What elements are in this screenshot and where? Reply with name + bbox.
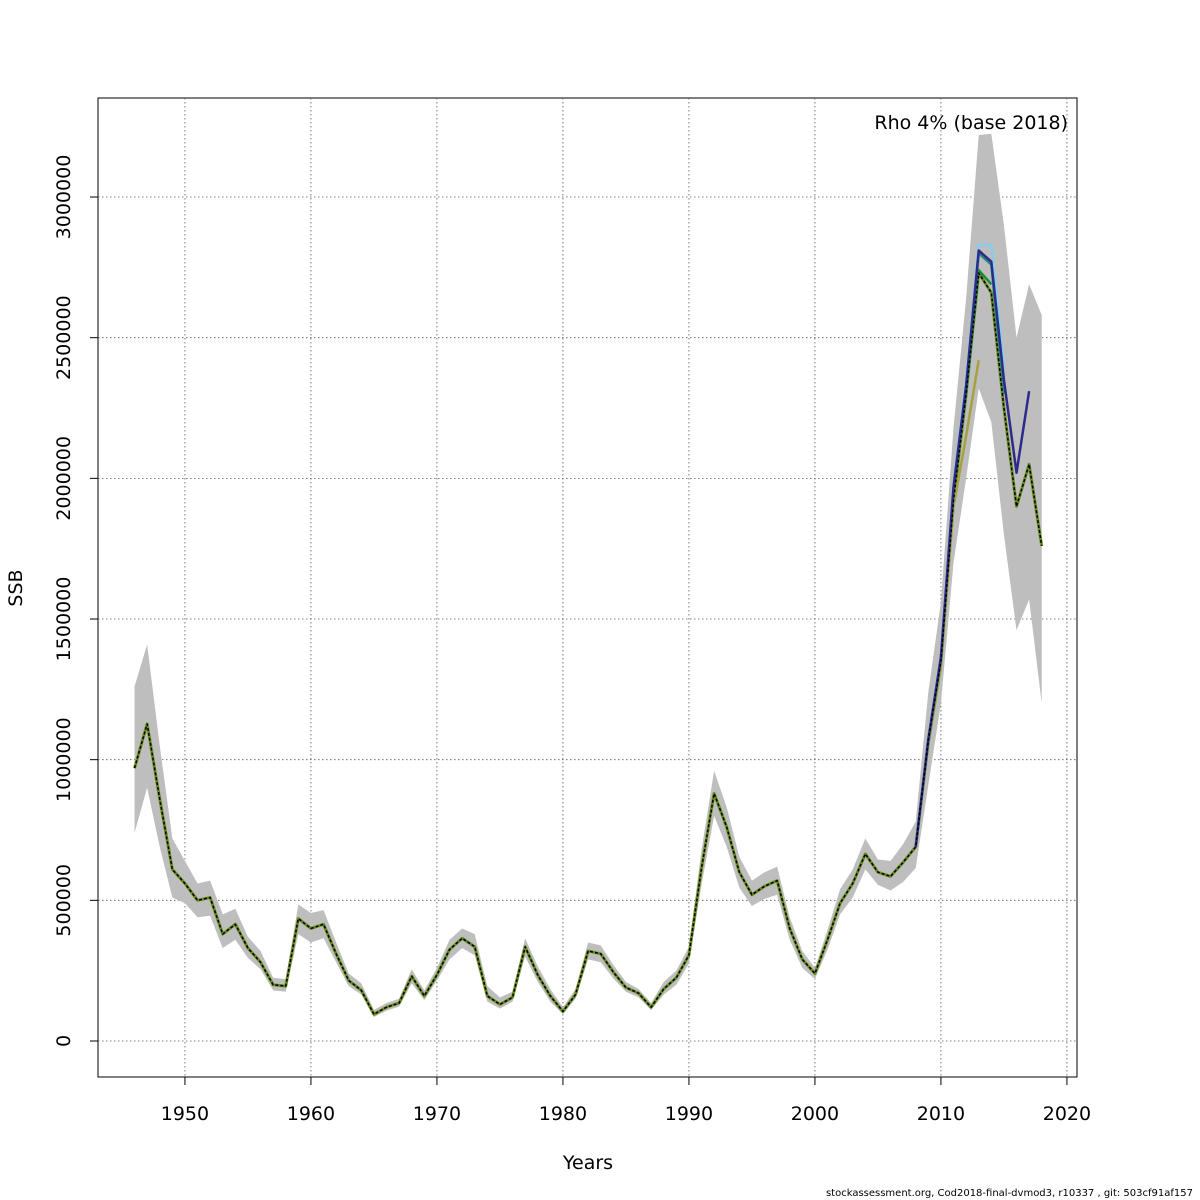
x-tick-label: 1950	[161, 1103, 209, 1125]
confidence-band	[134, 133, 1042, 1018]
x-tick-label: 2020	[1043, 1103, 1091, 1125]
x-tick-label: 2000	[791, 1103, 839, 1125]
x-tick-label: 1970	[413, 1103, 461, 1125]
y-tick-label: 1500000	[53, 577, 75, 662]
annotation: Rho 4% (base 2018)	[874, 112, 1068, 134]
x-tick-label: 1990	[665, 1103, 713, 1125]
base-line-underlay	[133, 271, 1044, 1016]
base-line	[133, 272, 1043, 1016]
x-tick-label: 1980	[539, 1103, 587, 1125]
plot-frame	[97, 97, 1078, 1078]
y-tick-label: 0	[53, 1035, 75, 1047]
y-tick-label: 1000000	[53, 717, 75, 802]
x-axis-label: Years	[562, 1152, 613, 1174]
y-axis-label: SSB	[5, 569, 27, 606]
y-tick-label: 500000	[53, 864, 75, 937]
y-tick-label: 3000000	[53, 155, 75, 240]
footer: stockassessment.org, Cod2018-final-dvmod…	[826, 1188, 1193, 1199]
y-tick-label: 2500000	[53, 295, 75, 380]
x-tick-label: 1960	[287, 1103, 335, 1125]
x-tick-label: 2010	[917, 1103, 965, 1125]
retro-line	[914, 249, 1031, 848]
y-tick-label: 2000000	[53, 436, 75, 521]
